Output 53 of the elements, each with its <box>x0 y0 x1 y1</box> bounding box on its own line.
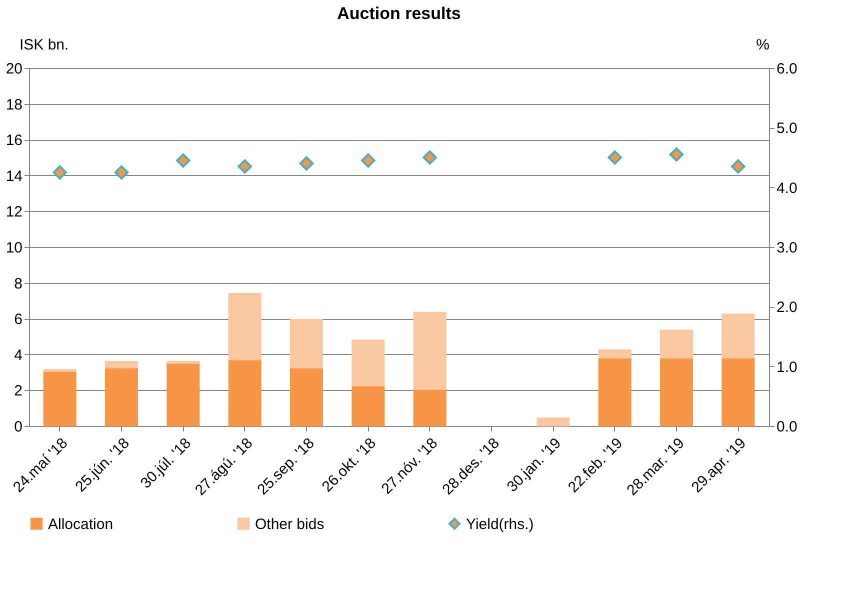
y-axis-title: ISK bn. <box>20 36 69 54</box>
point <box>52 165 67 180</box>
point <box>114 165 129 180</box>
bar <box>228 359 262 426</box>
point <box>361 153 376 168</box>
point <box>299 156 314 171</box>
point <box>669 147 684 162</box>
y2-tick-label: 6.0 <box>776 60 798 78</box>
point <box>608 150 622 165</box>
y-tick-label: 12 <box>6 204 22 221</box>
y2-tick-label: 0.0 <box>776 418 798 436</box>
y-tick-label: 18 <box>6 96 22 114</box>
y-tick-label: 4 <box>14 346 22 364</box>
y-tick-label: 2 <box>14 382 22 400</box>
y-tick-label: 20 <box>6 60 22 78</box>
point <box>176 153 190 168</box>
bar <box>43 370 76 426</box>
y2-tick-label: 5.0 <box>776 120 798 138</box>
legend-label: Yield(rhs.) <box>466 516 534 533</box>
y-tick-label: 10 <box>6 240 22 256</box>
y2-axis-title: % <box>756 36 770 54</box>
bar <box>722 314 755 358</box>
bar <box>722 357 755 426</box>
bar <box>352 385 385 426</box>
bar <box>660 330 693 358</box>
y2-tick-label: 4.0 <box>776 180 798 197</box>
y-tick-label: 6 <box>14 311 22 328</box>
bar <box>598 349 632 358</box>
point <box>422 150 437 165</box>
chart-title: Auction results <box>337 4 461 23</box>
bar <box>290 367 323 426</box>
bar <box>598 357 632 426</box>
bar <box>536 417 570 426</box>
bar <box>290 318 323 368</box>
legend-label: Allocation <box>48 516 114 533</box>
bar <box>228 293 262 360</box>
point <box>238 159 252 174</box>
y2-tick-label: 1.0 <box>776 358 798 376</box>
legend-label: Other bids <box>255 516 324 533</box>
y-tick-label: 0 <box>14 418 22 436</box>
bar <box>413 388 446 426</box>
bar <box>105 367 138 426</box>
bar <box>105 361 138 368</box>
y2-tick-label: 2.0 <box>776 299 798 316</box>
point <box>731 159 746 174</box>
bar <box>352 340 385 386</box>
y2-tick-label: 3.0 <box>776 240 798 256</box>
bar <box>660 357 693 426</box>
y-tick-label: 8 <box>14 275 22 292</box>
bar <box>413 312 446 390</box>
y-tick-label: 14 <box>6 168 22 185</box>
bar <box>166 362 200 426</box>
y-tick-label: 16 <box>6 132 22 150</box>
